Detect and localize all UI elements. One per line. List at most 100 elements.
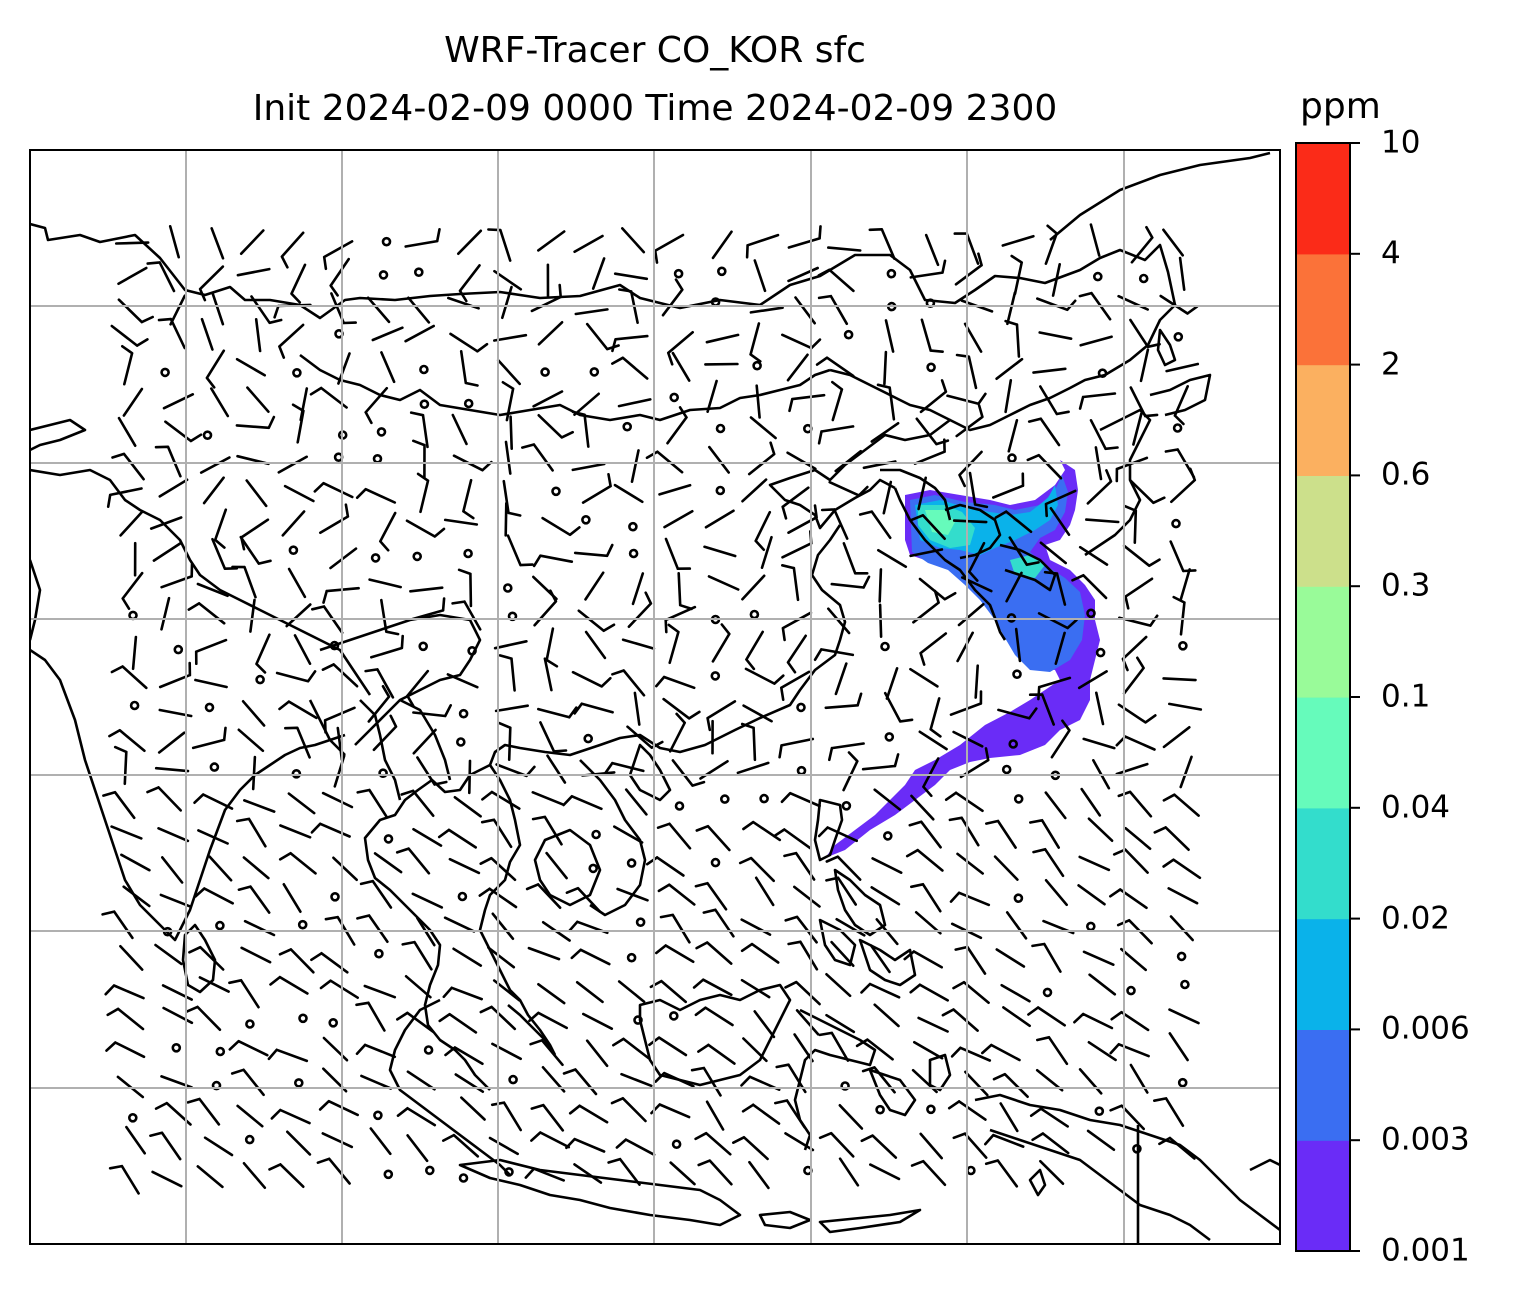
wind-barb	[999, 1102, 1019, 1133]
wind-barb	[1031, 942, 1062, 973]
wind-barb	[624, 788, 648, 816]
calm-wind-marker	[418, 641, 429, 652]
wind-barb	[321, 663, 359, 688]
wind-barb	[488, 1136, 519, 1156]
calm-wind-marker	[1097, 368, 1108, 379]
wind-barb	[952, 1132, 988, 1159]
wind-barb	[363, 984, 397, 999]
wind-barb	[631, 572, 645, 606]
wind-barb	[655, 944, 695, 964]
wind-barb	[974, 664, 979, 699]
wind-barb	[460, 1096, 486, 1121]
wind-barb	[616, 887, 649, 902]
wind-barb	[504, 440, 512, 475]
wind-barb	[235, 817, 267, 848]
coastline-segment	[628, 743, 672, 802]
wind-barb	[1008, 536, 1040, 566]
coastline-segment	[478, 764, 557, 1056]
calm-wind-marker	[626, 858, 637, 868]
wind-barb	[323, 706, 356, 734]
wind-barb	[873, 788, 902, 811]
wind-barb	[537, 321, 564, 346]
wind-barb	[494, 704, 529, 713]
calm-wind-marker	[710, 671, 721, 681]
wind-barb	[917, 1016, 949, 1033]
wind-barb	[532, 390, 564, 408]
calm-wind-marker	[202, 430, 213, 441]
wind-barb	[379, 511, 397, 552]
calm-wind-marker	[372, 453, 383, 464]
calm-wind-marker	[209, 762, 220, 772]
wind-barb	[1027, 417, 1061, 447]
wind-barb	[279, 824, 312, 839]
wind-barb	[270, 1108, 311, 1125]
wind-barb	[1078, 1068, 1103, 1095]
wind-barb	[784, 1132, 815, 1152]
wind-barb	[541, 516, 581, 537]
wind-barb	[501, 285, 513, 320]
wind-barb	[749, 322, 762, 363]
coastline-segment	[813, 798, 844, 862]
wind-barb	[882, 480, 893, 515]
wind-barb	[1079, 335, 1113, 347]
wind-barb	[452, 947, 483, 967]
wind-barb	[497, 721, 512, 761]
wind-barb	[749, 306, 784, 314]
wind-barb	[187, 602, 226, 625]
wind-barb	[543, 657, 553, 692]
wind-barb	[621, 227, 646, 254]
calm-wind-marker	[463, 548, 473, 559]
calm-wind-marker	[419, 399, 430, 410]
wind-barb	[146, 786, 182, 812]
coastline-segment	[363, 763, 491, 1091]
wind-barb	[318, 1099, 359, 1117]
calm-wind-marker	[715, 485, 726, 496]
wind-barb	[830, 575, 871, 589]
wind-barb	[705, 333, 740, 344]
calm-wind-marker	[378, 270, 389, 280]
wind-barb	[885, 667, 899, 700]
wind-barb	[817, 826, 858, 843]
calm-wind-marker	[886, 268, 897, 279]
wind-barb	[649, 979, 687, 1004]
wind-barb	[955, 404, 984, 438]
wind-barb	[200, 317, 214, 351]
wind-barb	[817, 425, 855, 445]
wind-barb	[406, 669, 430, 708]
wind-barb	[745, 630, 764, 671]
wind-barb	[480, 818, 513, 849]
wind-barb	[568, 1104, 609, 1124]
calm-wind-marker	[504, 1167, 514, 1177]
calm-wind-marker	[710, 857, 721, 868]
wind-barb	[834, 662, 848, 696]
wind-barb	[230, 1068, 265, 1097]
wind-barb	[825, 1013, 856, 1034]
wind-barb	[496, 358, 521, 386]
wind-barb	[1082, 737, 1116, 750]
wind-barb	[412, 704, 452, 718]
wind-barb	[1168, 1032, 1189, 1062]
wind-barb	[656, 822, 692, 850]
wind-barb	[278, 852, 317, 875]
wind-barb	[239, 229, 265, 255]
wind-barb	[754, 510, 772, 551]
wind-barb	[154, 445, 182, 478]
wind-barb	[1162, 858, 1202, 880]
wind-barb	[671, 351, 691, 382]
wind-barb	[1080, 787, 1102, 817]
wind-barb	[110, 825, 143, 840]
wind-barb	[1086, 1129, 1116, 1151]
wind-barb	[742, 1037, 768, 1063]
calm-wind-marker	[288, 545, 299, 556]
wind-barb	[356, 788, 388, 819]
calm-wind-marker	[328, 1017, 339, 1028]
colorbar-tick-label: 0.003	[1381, 1121, 1470, 1158]
wind-barb	[278, 323, 305, 359]
calm-wind-marker	[204, 702, 215, 713]
wind-barb	[570, 948, 611, 966]
calm-wind-marker	[583, 733, 594, 744]
wind-barb	[487, 946, 516, 969]
wind-barb	[158, 478, 189, 498]
wind-barb	[1170, 467, 1197, 504]
calm-wind-marker	[926, 362, 936, 373]
